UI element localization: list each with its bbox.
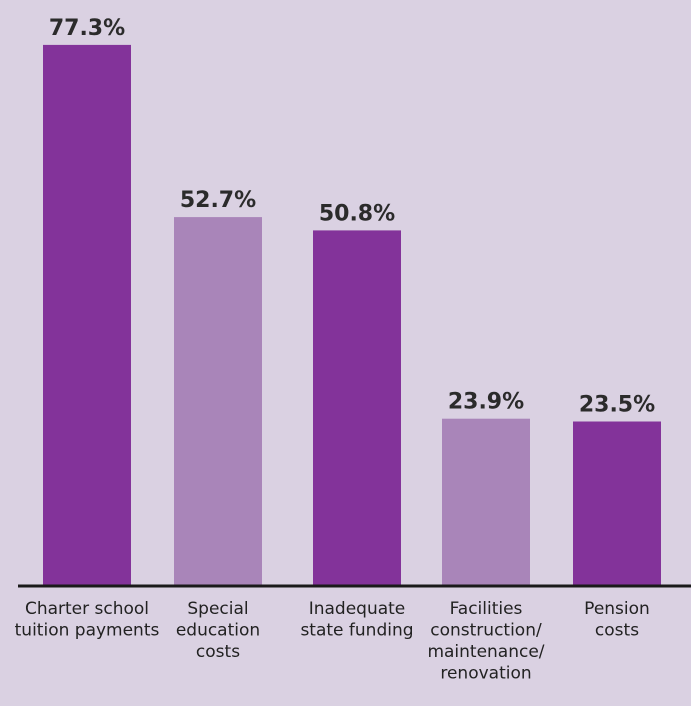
bar-2 bbox=[174, 217, 262, 586]
category-label-line: costs bbox=[595, 621, 639, 641]
category-label-5: Pension costs bbox=[584, 599, 650, 641]
category-label-2: Special education costs bbox=[176, 599, 260, 662]
category-labels-group: Charter school tuition payments Special edu… bbox=[15, 599, 650, 684]
category-label-line: maintenance/ bbox=[427, 642, 544, 662]
category-label-line: Charter school bbox=[25, 599, 149, 619]
category-label-line: Pension bbox=[584, 599, 650, 619]
bar-1 bbox=[43, 44, 131, 586]
category-label-line: Facilities bbox=[450, 599, 523, 619]
bar-4 bbox=[442, 418, 530, 586]
category-label-line: costs bbox=[196, 642, 240, 662]
category-label-line: Special bbox=[187, 599, 248, 619]
bar-3 bbox=[313, 230, 401, 586]
value-label-1: 77.3% bbox=[49, 16, 125, 41]
category-label-line: state funding bbox=[300, 621, 413, 641]
bar-5 bbox=[573, 421, 661, 586]
category-label-4: Facilities construction/maintenance/renov… bbox=[427, 599, 544, 684]
value-labels-group: 77.3% 52.7% 50.8% 23.9% 23.5% bbox=[49, 16, 655, 418]
category-label-3: Inadequate state funding bbox=[300, 599, 413, 641]
category-label-line: renovation bbox=[440, 664, 531, 684]
bars-group bbox=[43, 44, 661, 586]
category-label-line: construction/ bbox=[430, 621, 542, 641]
value-label-5: 23.5% bbox=[579, 393, 655, 418]
value-label-2: 52.7% bbox=[180, 188, 256, 213]
value-label-3: 50.8% bbox=[319, 201, 395, 226]
category-label-line: education bbox=[176, 621, 260, 641]
category-label-line: tuition payments bbox=[15, 621, 160, 641]
category-label-1: Charter school tuition payments bbox=[15, 599, 160, 641]
value-label-4: 23.9% bbox=[448, 390, 524, 415]
category-label-line: Inadequate bbox=[309, 599, 406, 619]
